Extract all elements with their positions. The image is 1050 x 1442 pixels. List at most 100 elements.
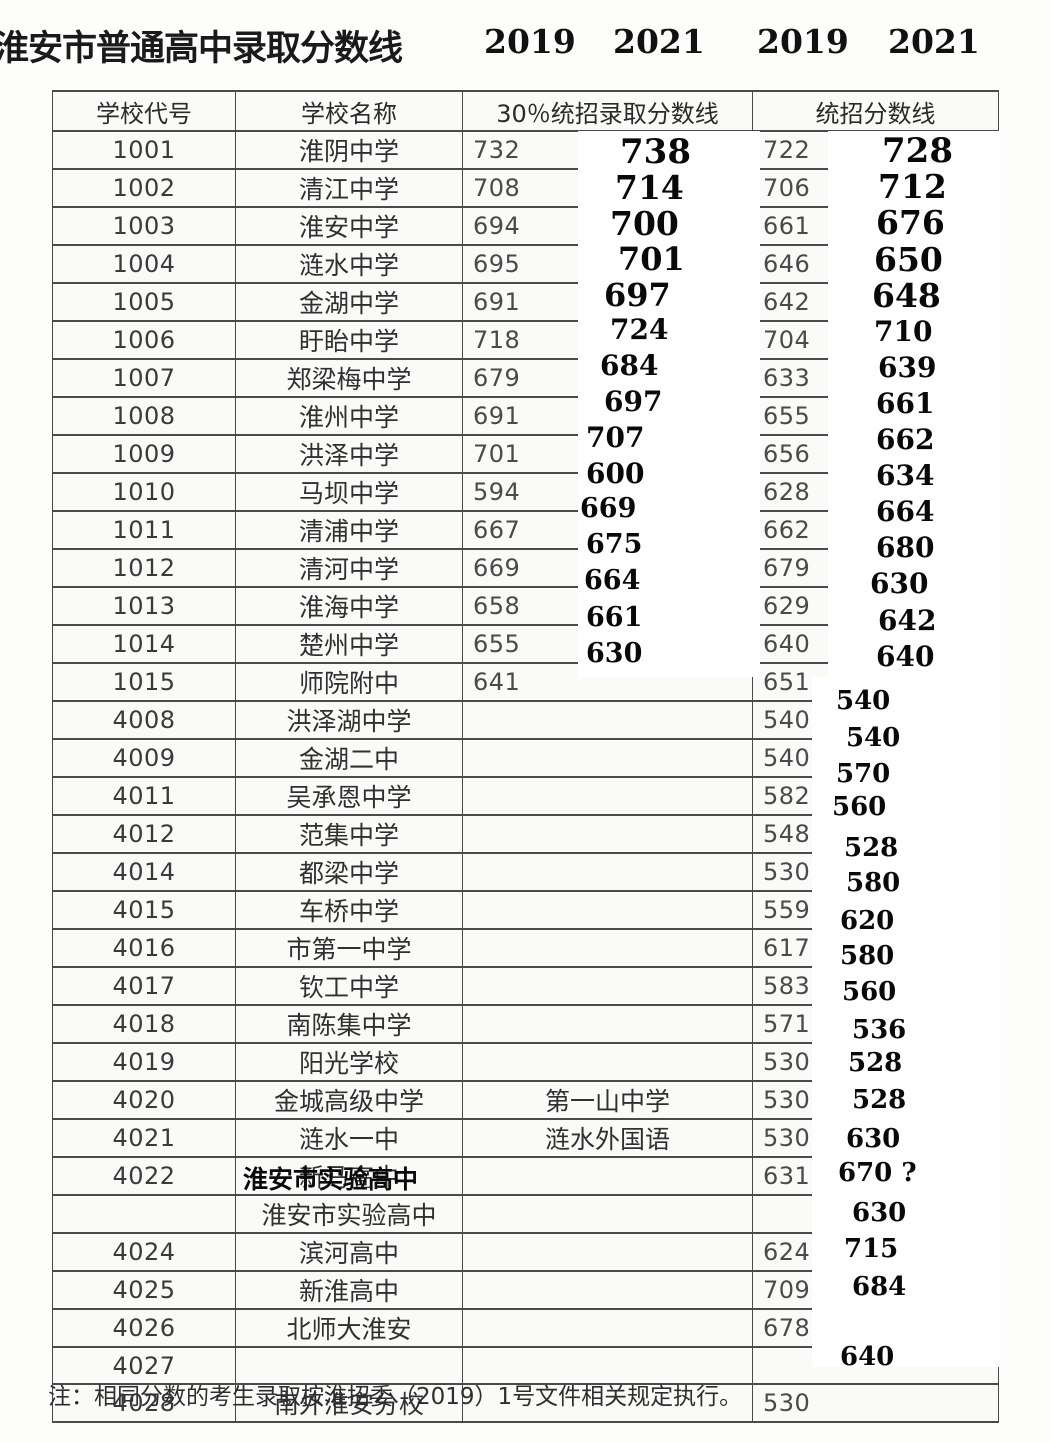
overlay-value-tz-2021: 640 — [840, 1342, 895, 1372]
title-bar: 淮安市普通高中录取分数线 2019 2021 2019 2021 — [0, 14, 1050, 72]
cell-school-name: 淮州中学 — [235, 396, 463, 436]
overlay-value-tz-2021: 528 — [852, 1085, 907, 1115]
cell-school-code: 1012 — [52, 548, 236, 588]
cell-school-name: 涟水中学 — [235, 244, 463, 284]
page-title: 淮安市普通高中录取分数线 — [0, 28, 403, 69]
overlay-value-p30-2021: 661 — [586, 602, 643, 633]
overlay-value-p30-2021: 697 — [604, 276, 671, 314]
cell-school-name: 车桥中学 — [235, 890, 463, 930]
overlay-patch-p30-2021 — [578, 131, 760, 677]
cell-school-name: 滨河高中 — [235, 1232, 463, 1272]
cell-school-code: 1005 — [52, 282, 236, 322]
cell-school-code: 4017 — [52, 966, 236, 1006]
overlay-value-p30-2021: 714 — [615, 168, 684, 207]
overlay-patch-tz-2021-upper — [828, 131, 1000, 677]
cell-school-name: 新淮高中 — [235, 1270, 463, 1310]
cell-school-code: 1001 — [52, 130, 236, 170]
cell-school-name: 南外淮安分校 — [235, 1383, 463, 1423]
cell-school-name: 市第一中学 — [235, 928, 463, 968]
column-header-school-name: 学校名称 — [235, 90, 463, 132]
cell-school-code: 4011 — [52, 776, 236, 816]
cell-alt-school-name: 涟水外国语 — [462, 1118, 753, 1158]
cell-school-code: 1013 — [52, 586, 236, 626]
overlay-value-p30-2021: 600 — [586, 457, 645, 490]
cell-p30-2019 — [462, 852, 753, 892]
cell-school-code: 4018 — [52, 1004, 236, 1044]
cell-p30-2019 — [462, 1346, 753, 1385]
overlay-value-p30-2021: 700 — [610, 204, 679, 243]
cell-school-code: 4015 — [52, 890, 236, 930]
overlay-value-tz-2021: 570 — [836, 759, 891, 789]
cell-school-name: 阳光学校 — [235, 1042, 463, 1082]
footer-note: 注：相同分数的考生录取按淮招委（2019）1号文件相关规定执行。 — [48, 1384, 743, 1410]
overlay-value-tz-2021: 528 — [848, 1048, 903, 1078]
cell-school-code: 1009 — [52, 434, 236, 474]
cell-school-name: 淮海中学 — [235, 586, 463, 626]
cell-p30-2019 — [462, 1194, 753, 1234]
table-row: 1003 淮安中学 694 661 — [52, 206, 999, 246]
overlay-school-name: 淮安市实验高中 — [243, 1165, 419, 1194]
overlay-value-p30-2021: 630 — [586, 638, 643, 669]
cell-p30-2019 — [462, 966, 753, 1006]
cell-school-name: 都梁中学 — [235, 852, 463, 892]
cell-school-name: 吴承恩中学 — [235, 776, 463, 816]
cell-school-name: 新马高中 — [235, 1156, 463, 1196]
cell-school-name: 范集中学 — [235, 814, 463, 854]
cell-school-code: 1002 — [52, 168, 236, 208]
cell-school-code: 4028 — [52, 1383, 236, 1423]
overlay-value-p30-2021: 669 — [580, 493, 637, 524]
table-header-row: 学校代号 学校名称 30％统招录取分数线 统招分数线 — [52, 90, 999, 132]
cell-p30-2019 — [462, 1156, 753, 1196]
overlay-patch-tz-2021-lower — [812, 677, 1000, 1367]
overlay-value-tz-2021: 728 — [882, 131, 953, 171]
overlay-value-tz-2021: 540 — [846, 723, 901, 753]
cell-school-name: 盱眙中学 — [235, 320, 463, 360]
cell-school-name: 淮安中学 — [235, 206, 463, 246]
cell-school-code: 4026 — [52, 1308, 236, 1348]
overlay-value-tz-2021: 670 ? — [838, 1158, 917, 1188]
cell-p30-2019 — [462, 890, 753, 930]
cell-p30-2019 — [462, 1004, 753, 1044]
cell-p30-2019 — [462, 776, 753, 816]
overlay-value-tz-2021: 684 — [852, 1272, 907, 1302]
overlay-value-tz-2021: 664 — [876, 495, 935, 528]
overlay-value-p30-2021: 707 — [586, 421, 645, 454]
overlay-value-tz-2021: 680 — [876, 531, 935, 564]
cell-school-code: 4025 — [52, 1270, 236, 1310]
cell-school-name: 金湖二中 — [235, 738, 463, 778]
overlay-value-tz-2021: 560 — [842, 977, 897, 1007]
cell-school-code: 1006 — [52, 320, 236, 360]
cell-school-code: 1004 — [52, 244, 236, 284]
cell-school-name: 洪泽中学 — [235, 434, 463, 474]
cell-school-name: 南陈集中学 — [235, 1004, 463, 1044]
overlay-value-tz-2021: 634 — [876, 459, 935, 492]
cell-school-name: 马坝中学 — [235, 472, 463, 512]
cell-school-name: 金城高级中学 — [235, 1080, 463, 1120]
cell-school-code: 4024 — [52, 1232, 236, 1272]
cell-school-code: 1007 — [52, 358, 236, 398]
overlay-value-tz-2021: 710 — [874, 315, 933, 348]
cell-school-name: 金湖中学 — [235, 282, 463, 322]
overlay-value-tz-2021: 630 — [852, 1198, 907, 1228]
cell-school-code: 1014 — [52, 624, 236, 664]
overlay-value-tz-2021: 712 — [878, 167, 947, 206]
cell-school-code: 4014 — [52, 852, 236, 892]
overlay-value-tz-2021: 676 — [876, 203, 945, 242]
cell-school-code: 4020 — [52, 1080, 236, 1120]
cell-school-name: 郑梁梅中学 — [235, 358, 463, 398]
overlay-value-tz-2021: 620 — [840, 906, 895, 936]
cell-p30-2019 — [462, 1308, 753, 1348]
cell-p30-2019 — [462, 700, 753, 740]
overlay-value-tz-2021: 639 — [878, 351, 937, 384]
year-header-tz-2019: 2019 — [757, 22, 849, 61]
cell-school-code — [52, 1194, 236, 1234]
cell-p30-2019 — [462, 1383, 753, 1423]
overlay-value-tz-2021: 662 — [876, 423, 935, 456]
overlay-value-tz-2021: 661 — [876, 387, 935, 420]
cell-school-name: 北师大淮安 — [235, 1308, 463, 1348]
cell-alt-school-name: 第一山中学 — [462, 1080, 753, 1120]
overlay-value-tz-2021: 642 — [878, 604, 937, 637]
overlay-value-p30-2021: 724 — [610, 313, 669, 346]
cell-school-code: 4019 — [52, 1042, 236, 1082]
overlay-value-tz-2021: 640 — [876, 640, 935, 673]
